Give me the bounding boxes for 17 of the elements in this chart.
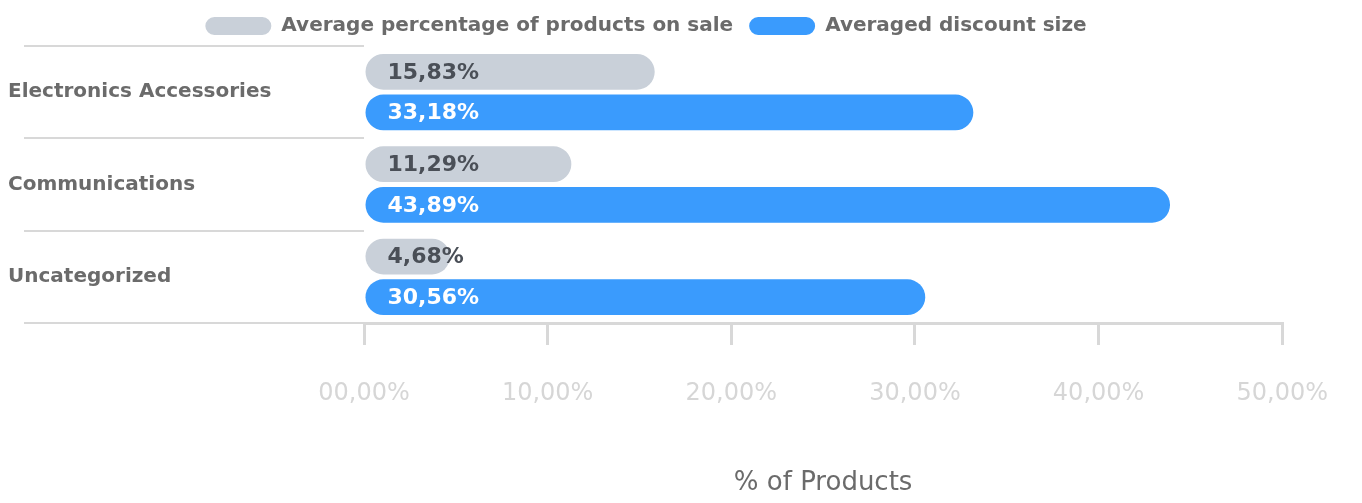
data-label: 11,29%	[387, 150, 480, 176]
legend-label: Average percentage of products on sale	[281, 12, 734, 37]
data-label: 30,56%	[387, 283, 480, 309]
data-label: 15,83%	[387, 58, 480, 84]
bar	[365, 94, 974, 131]
data-label: 33,18%	[387, 99, 480, 125]
bar	[365, 186, 1171, 223]
y-tick-label: Uncategorized	[8, 263, 172, 288]
data-label: 43,89%	[387, 191, 480, 217]
y-tick-label: Communications	[8, 170, 196, 195]
bar	[365, 279, 926, 316]
legend-label: Averaged discount size	[825, 12, 1087, 37]
bar	[365, 53, 655, 90]
y-tick-label: Electronics Accessories	[8, 78, 272, 103]
data-label: 4,68%	[387, 243, 464, 269]
x-axis-title: % of Products	[733, 466, 913, 497]
bar	[365, 146, 572, 183]
